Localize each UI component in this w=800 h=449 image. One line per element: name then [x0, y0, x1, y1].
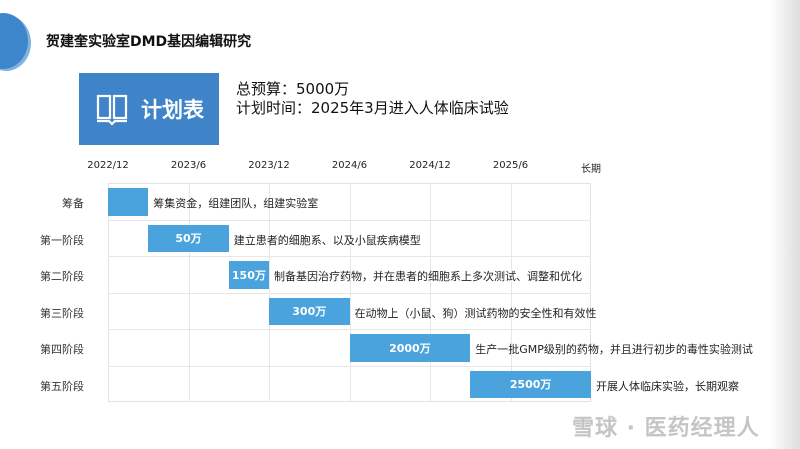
- plan-info: 总预算：5000万 计划时间：2025年3月进入人体临床试验: [236, 80, 509, 118]
- budget-label: 150万: [231, 268, 266, 282]
- grid-line-horizontal: [108, 365, 591, 367]
- phase-description: 制备基因治疗药物，并在患者的细胞系上多次测试、调整和优化: [274, 270, 582, 283]
- phase-label: 第一阶段: [40, 233, 84, 247]
- watermark: 雪球 · 医药经理人: [572, 416, 760, 441]
- phase-description: 生产一批GMP级别的药物，并且进行初步的毒性实验测试: [475, 343, 753, 356]
- plan-banner: 计划表: [79, 73, 219, 145]
- axis-tick-label: 长期: [581, 164, 601, 175]
- plan-label: 计划表: [141, 98, 204, 122]
- edge-shade: [770, 0, 800, 449]
- gantt-bar: [108, 188, 149, 216]
- phase-label: 筹备: [62, 197, 84, 210]
- phase-label: 第三阶段: [40, 306, 84, 320]
- phase-description: 开展人体临床实验，长期观察: [596, 379, 739, 393]
- decorative-circle: [0, 13, 28, 69]
- phase-description: 筹集资金，组建团队，组建实验室: [153, 197, 319, 210]
- budget-text: 总预算：5000万: [236, 80, 350, 98]
- gantt-bar: 2500万: [470, 370, 591, 398]
- grid-line-horizontal: [108, 219, 591, 221]
- phase-label: 第五阶段: [40, 379, 84, 393]
- gantt-bar: 150万: [228, 261, 269, 289]
- gantt-bar: 50万: [148, 224, 229, 252]
- axis-tick-label: 2023/6: [170, 160, 207, 171]
- phase-description: 在动物上（小鼠、狗）测试药物的安全性和有效性: [354, 306, 597, 320]
- phase-description: 建立患者的细胞系、以及小鼠疾病模型: [233, 233, 421, 247]
- book-icon: [96, 94, 128, 126]
- grid-line-horizontal: [108, 329, 591, 330]
- budget-label: 2000万: [389, 341, 431, 355]
- schedule-text: 计划时间：2025年3月进入人体临床试验: [236, 99, 509, 117]
- budget-label: 300万: [292, 305, 327, 319]
- axis-tick-label: 2022/12: [87, 160, 129, 171]
- grid-line-horizontal: [108, 256, 591, 257]
- gantt-bar: 2000万: [349, 334, 471, 362]
- phase-label: 第二阶段: [40, 270, 84, 283]
- gantt-bar: 300万: [269, 297, 350, 325]
- budget-label: 50万: [175, 232, 202, 246]
- phase-label: 第四阶段: [40, 343, 84, 356]
- budget-label: 2500万: [509, 378, 552, 392]
- grid-line-horizontal: [108, 292, 591, 294]
- axis-tick-label: 2023/12: [248, 160, 290, 171]
- axis-tick-label: 2024/6: [331, 160, 368, 171]
- axis-tick-label: 2024/12: [409, 160, 451, 171]
- page-title: 贺建奎实验室DMD基因编辑研究: [46, 34, 252, 50]
- axis-tick-label: 2025/6: [492, 160, 529, 171]
